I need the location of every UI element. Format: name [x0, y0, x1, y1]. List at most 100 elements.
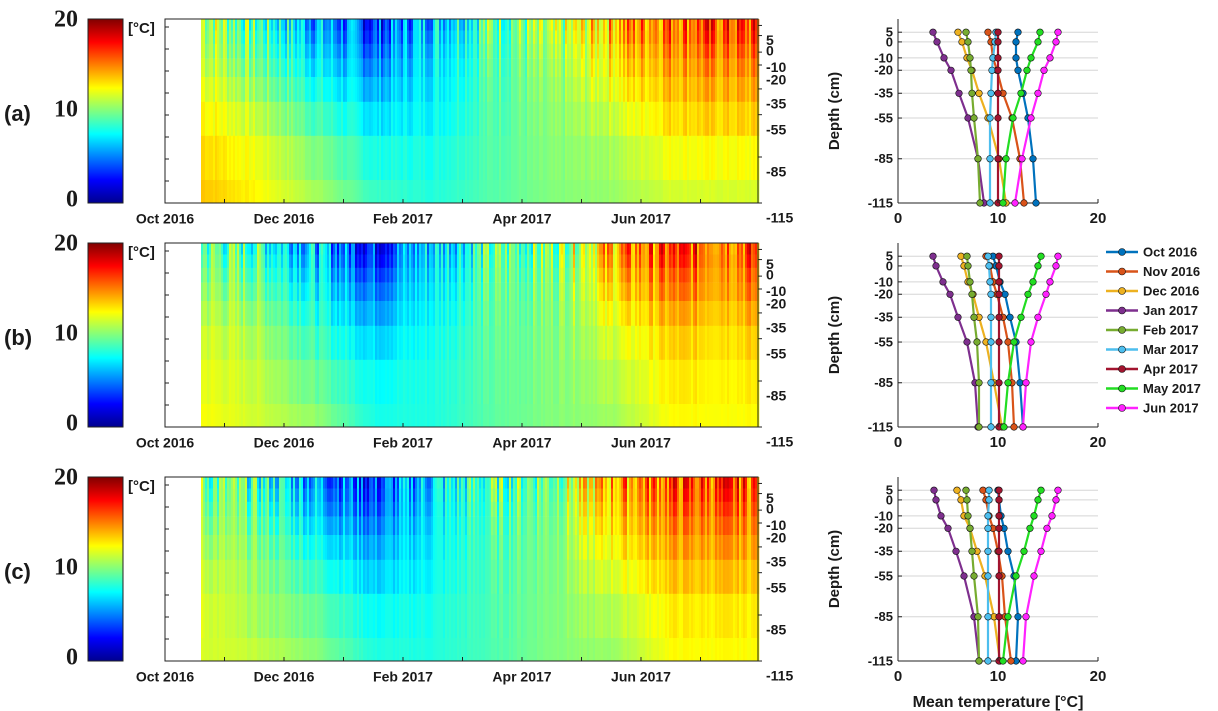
heatmap-cell — [213, 559, 216, 595]
heatmap-cell — [593, 58, 596, 78]
heatmap-cell — [255, 516, 258, 536]
heatmap-cell — [577, 267, 580, 283]
heatmap-cell — [743, 19, 746, 31]
heatmap-cell — [429, 404, 432, 428]
heatmap-cell — [425, 301, 428, 327]
heatmap-cell — [225, 593, 228, 639]
heatmap-cell — [209, 535, 212, 561]
heatmap-cell — [209, 101, 212, 137]
heatmap-cell — [277, 359, 280, 405]
heatmap-cell — [439, 135, 442, 181]
heatmap-cell — [515, 267, 518, 283]
heatmap-cell — [243, 501, 246, 517]
heatmap-cell — [273, 501, 276, 517]
heatmap-cell — [507, 243, 510, 255]
heatmap-cell — [747, 404, 750, 428]
heatmap-cell — [269, 58, 272, 78]
heatmap-cell — [463, 254, 466, 269]
heatmap-cell — [665, 180, 668, 204]
heatmap-cell — [303, 101, 306, 137]
heatmap-cell — [285, 243, 288, 255]
heatmap-cell — [329, 267, 332, 283]
heatmap-cell — [451, 282, 454, 302]
heatmap-cell — [487, 267, 490, 283]
heatmap-cell — [703, 43, 706, 59]
heatmap-cell — [441, 135, 444, 181]
heatmap-cell — [677, 58, 680, 78]
heatmap-cell — [385, 359, 388, 405]
heatmap-cell — [325, 180, 328, 204]
heatmap-cell — [675, 19, 678, 31]
heatmap-cell — [443, 135, 446, 181]
heatmap-cell — [717, 58, 720, 78]
heatmap-cell — [587, 359, 590, 405]
heatmap-cell — [315, 301, 318, 327]
heatmap-cell — [359, 43, 362, 59]
heatmap-cell — [327, 282, 330, 302]
heatmap-cell — [201, 593, 204, 639]
heatmap-cell — [503, 101, 506, 137]
heatmap-cell — [281, 535, 284, 561]
heatmap-cell — [259, 325, 262, 361]
heatmap-cell — [671, 404, 674, 428]
heatmap-cell — [271, 19, 274, 31]
heatmap-cell — [627, 101, 630, 137]
heatmap-cell — [503, 282, 506, 302]
heatmap-cell — [341, 325, 344, 361]
heatmap-cell — [221, 404, 224, 428]
heatmap-cell — [275, 404, 278, 428]
heatmap-cell — [671, 267, 674, 283]
heatmap-cell — [545, 359, 548, 405]
heatmap-cell — [321, 30, 324, 45]
heatmap-cell — [377, 77, 380, 103]
heatmap-cell — [403, 30, 406, 45]
heatmap-cell — [313, 254, 316, 269]
heatmap-cell — [481, 30, 484, 45]
heatmap-cell — [401, 77, 404, 103]
heatmap-cell — [367, 325, 370, 361]
heatmap-cell — [645, 359, 648, 405]
heatmap-cell — [265, 30, 268, 45]
heatmap-cell — [311, 325, 314, 361]
heatmap-cell — [451, 101, 454, 137]
heatmap-cell — [419, 359, 422, 405]
heatmap-cell — [321, 77, 324, 103]
heatmap-cell — [729, 359, 732, 405]
heatmap-cell — [737, 325, 740, 361]
heatmap-cell — [309, 301, 312, 327]
heatmap-cell — [425, 404, 428, 428]
heatmap-cell — [687, 101, 690, 137]
heatmap-cell — [519, 301, 522, 327]
heatmap-cell — [647, 254, 650, 269]
heatmap-cell — [721, 325, 724, 361]
heatmap-cell — [245, 77, 248, 103]
heatmap-cell — [265, 535, 268, 561]
heatmap-cell — [505, 135, 508, 181]
heatmap-cell — [643, 404, 646, 428]
heatmap-cell — [445, 359, 448, 405]
heatmap-cell — [245, 30, 248, 45]
heatmap-cell — [401, 325, 404, 361]
heatmap-cell — [279, 325, 282, 361]
heatmap-cell — [707, 243, 710, 255]
heatmap-cell — [727, 180, 730, 204]
heatmap-cell — [685, 301, 688, 327]
heatmap-cell — [215, 180, 218, 204]
heatmap-cell — [321, 180, 324, 204]
heatmap-cell — [729, 30, 732, 45]
heatmap-cell — [203, 135, 206, 181]
heatmap-cell — [265, 359, 268, 405]
heatmap-cell — [669, 58, 672, 78]
heatmap-cell — [237, 638, 240, 662]
heatmap-cell — [241, 77, 244, 103]
heatmap-cell — [753, 101, 756, 137]
heatmap-cell — [713, 180, 716, 204]
heatmap-cell — [429, 267, 432, 283]
heatmap-cell — [495, 19, 498, 31]
heatmap-cell — [219, 516, 222, 536]
heatmap-cell — [555, 180, 558, 204]
heatmap-cell — [639, 282, 642, 302]
heatmap-cell — [361, 325, 364, 361]
heatmap-cell — [481, 359, 484, 405]
heatmap-cell — [381, 254, 384, 269]
